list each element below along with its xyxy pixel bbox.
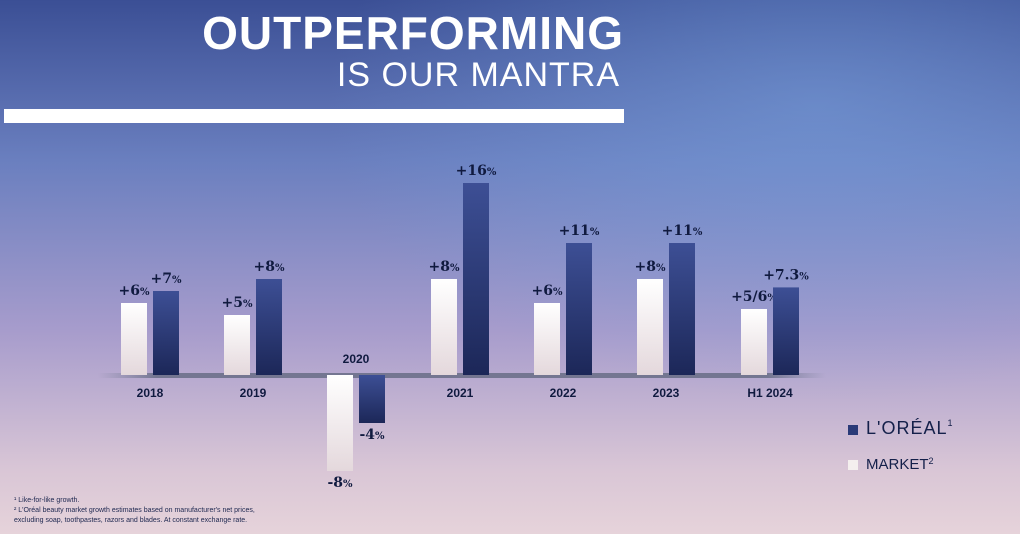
value-label-loreal-2021: +16% [456,163,497,179]
footnotes: ¹ Like-for-like growth. ² L'Oréal beauty… [14,496,414,526]
bar-market-2023 [637,279,663,375]
category-label-2023: 2023 [653,386,680,400]
value-label-loreal-2018: +7% [151,271,182,287]
footnote-2: ² L'Oréal beauty market growth estimates… [14,507,255,514]
value-label-loreal-2022: +11% [559,223,600,239]
x-axis-line [98,373,826,378]
value-label-loreal-h1-2024: +7.3% [763,267,809,283]
legend-sup-loreal: 1 [947,418,953,428]
title-sub: IS OUR MANTRA [336,56,620,94]
bar-market-2020 [327,375,353,471]
bar-loreal-2019 [256,279,282,375]
bar-market-2022 [534,303,560,375]
category-label-2020: 2020 [343,352,370,366]
category-label-2018: 2018 [137,386,164,400]
bar-loreal-h1-2024 [773,287,799,375]
category-label-2021: 2021 [447,386,474,400]
bar-market-h1-2024 [741,309,767,375]
value-label-market-2020: -8% [327,475,353,491]
bar-loreal-2021 [463,183,489,375]
value-label-market-2018: +6% [119,283,150,299]
title-underline-bar [4,109,624,123]
legend-item-market: MARKET2 [848,456,934,473]
value-label-market-2021: +8% [429,259,460,275]
bar-market-2019 [224,315,250,375]
bar-market-2021 [431,279,457,375]
footnote-3: excluding soap, toothpastes, razors and … [14,517,248,524]
category-label-2022: 2022 [550,386,577,400]
value-label-market-2022: +6% [532,283,563,299]
legend-label-loreal: L'ORÉAL [866,418,948,438]
footnote-1: ¹ Like-for-like growth. [14,497,80,504]
bar-loreal-2022 [566,243,592,375]
legend-sup-market: 2 [928,456,934,466]
value-label-loreal-2023: +11% [662,223,703,239]
legend-swatch-market [848,460,858,471]
legend-swatch-loreal [848,425,858,436]
legend-label-market: MARKET [866,456,929,473]
title-main: OUTPERFORMING [202,7,624,59]
bar-loreal-2018 [153,291,179,375]
value-label-market-2019: +5% [222,295,253,311]
value-label-market-h1-2024: +5/6% [731,289,777,305]
bar-loreal-2020 [359,375,385,423]
bar-market-2018 [121,303,147,375]
value-label-loreal-2020: -4% [359,427,385,443]
bar-loreal-2023 [669,243,695,375]
value-label-market-2023: +8% [635,259,666,275]
category-label-2019: 2019 [240,386,267,400]
value-label-loreal-2019: +8% [254,259,285,275]
title-block: OUTPERFORMING IS OUR MANTRA [0,0,624,124]
legend-item-loreal: L'ORÉAL1 [848,418,953,439]
category-label-h1-2024: H1 2024 [747,386,793,400]
